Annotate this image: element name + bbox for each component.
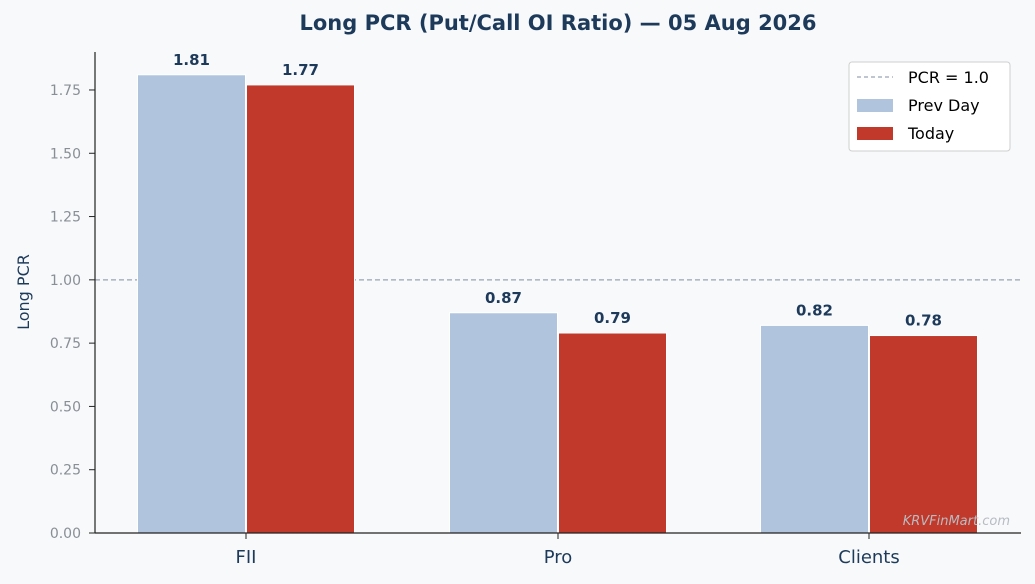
data-labels-layer: 1.81 0.87 0.82 1.77 0.79 0.78 [173, 51, 942, 330]
bar-today-pro [558, 332, 667, 534]
y-axis-label: Long PCR [14, 254, 33, 330]
data-label-prev-day-clients: 0.82 [796, 301, 833, 319]
x-ticks: FII Pro Clients [236, 533, 900, 568]
data-label-prev-day-pro: 0.87 [485, 289, 522, 307]
bar-today-fii [246, 84, 355, 534]
x-tick-label-clients: Clients [838, 547, 900, 568]
x-tick-label-fii: FII [236, 547, 257, 568]
x-tick-label-pro: Pro [544, 547, 573, 568]
y-tick-label: 0.50 [50, 399, 81, 415]
bar-today-clients [869, 335, 978, 534]
bars-layer [137, 74, 978, 534]
legend-label-today: Today [907, 124, 954, 143]
legend: PCR = 1.0 Prev Day Today [848, 61, 1011, 152]
bar-prev-day-fii [137, 74, 246, 534]
data-label-prev-day-fii: 1.81 [173, 51, 210, 69]
data-label-today-clients: 0.78 [905, 312, 942, 330]
legend-label-reference: PCR = 1.0 [908, 68, 989, 87]
legend-swatch-today [857, 127, 893, 140]
data-label-today-fii: 1.77 [282, 61, 319, 79]
data-label-today-pro: 0.79 [594, 309, 631, 327]
y-tick-label: 1.00 [50, 273, 81, 289]
y-ticks: 0.00 0.25 0.50 0.75 1.00 1.25 1.50 1.75 [50, 83, 95, 542]
y-tick-label: 1.50 [50, 146, 81, 162]
y-tick-label: 1.25 [50, 210, 81, 226]
chart-title: Long PCR (Put/Call OI Ratio) — 05 Aug 20… [299, 11, 816, 35]
y-tick-label: 0.25 [50, 463, 81, 479]
watermark: KRVFinMart.com [903, 514, 1010, 529]
bar-prev-day-clients [760, 324, 869, 534]
legend-label-prev-day: Prev Day [908, 96, 980, 115]
y-tick-label: 1.75 [50, 83, 81, 99]
y-tick-label: 0.75 [50, 336, 81, 352]
legend-swatch-prev-day [857, 99, 893, 112]
bar-prev-day-pro [449, 312, 558, 534]
y-tick-label: 0.00 [50, 526, 81, 542]
